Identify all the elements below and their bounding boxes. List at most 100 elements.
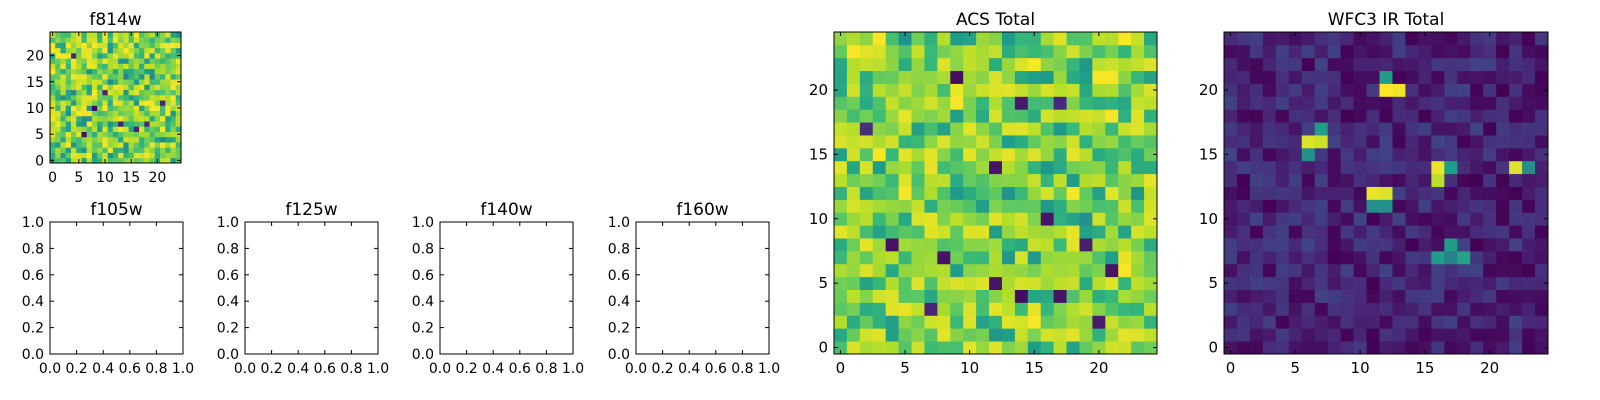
heatmap-cell	[65, 115, 72, 122]
heatmap-cell	[1535, 32, 1549, 46]
heatmap-cell	[885, 328, 899, 342]
heatmap-cell	[1327, 186, 1342, 200]
heatmap-cell	[1535, 160, 1549, 175]
heatmap-cell	[846, 276, 861, 290]
heatmap-cell	[859, 83, 874, 97]
heatmap-cell	[1522, 173, 1536, 187]
heatmap-cell	[76, 100, 82, 106]
heatmap-cell	[1431, 173, 1445, 187]
heatmap-cell	[170, 37, 177, 43]
heatmap-cell	[1027, 109, 1042, 123]
heatmap-cell	[1262, 122, 1277, 136]
heatmap-cell	[1236, 315, 1251, 329]
heatmap-cell	[1470, 70, 1484, 84]
heatmap-cell	[81, 58, 88, 64]
heatmap-cell	[859, 109, 874, 123]
heatmap-cell	[118, 63, 124, 70]
heatmap-cell	[1301, 57, 1316, 72]
heatmap-cell	[963, 199, 977, 213]
heatmap-cell	[1001, 328, 1016, 342]
heatmap-cell	[1470, 173, 1484, 187]
heatmap-cell	[1509, 147, 1523, 162]
heatmap-cell	[50, 37, 56, 43]
heatmap-cell	[70, 157, 77, 164]
axes-frame	[244, 221, 379, 355]
heatmap-cell	[1327, 315, 1342, 329]
heatmap-cell	[123, 58, 129, 64]
y-tick-label: 10	[1199, 210, 1218, 228]
heatmap-cell	[1105, 263, 1119, 278]
heatmap-cell	[859, 96, 874, 110]
heatmap-cell	[175, 110, 182, 117]
heatmap-cell	[1457, 212, 1471, 226]
heatmap-cell	[1340, 135, 1354, 149]
heatmap-cell	[107, 121, 114, 127]
heatmap-cell	[160, 89, 166, 96]
heatmap-cell	[149, 47, 156, 54]
heatmap-cell	[50, 94, 56, 101]
heatmap-cell	[1496, 32, 1510, 46]
heatmap-cell	[165, 84, 171, 91]
heatmap-cell	[1431, 212, 1445, 226]
heatmap-cell	[133, 94, 140, 101]
heatmap-cell	[846, 96, 861, 110]
heatmap-cell	[885, 173, 899, 187]
heatmap-cell	[123, 47, 129, 54]
heatmap-cell	[175, 94, 182, 101]
heatmap-cell	[160, 84, 166, 91]
heatmap-cell	[60, 157, 67, 164]
heatmap-cell	[1288, 70, 1303, 84]
heatmap-cell	[1092, 122, 1106, 136]
heatmap-cell	[1496, 315, 1510, 329]
heatmap-cell	[1314, 122, 1329, 136]
heatmap-cell	[1444, 57, 1458, 72]
heatmap-cell	[898, 57, 912, 72]
heatmap-cell	[937, 199, 951, 213]
y-tick-label: 0	[818, 339, 828, 357]
heatmap-cell	[55, 131, 61, 138]
heatmap-cell	[1509, 57, 1523, 72]
heatmap-cell	[76, 152, 82, 159]
heatmap-cell	[1079, 250, 1093, 265]
heatmap-cell	[1405, 263, 1419, 278]
heatmap-cell	[1444, 147, 1458, 162]
heatmap-cell	[1144, 238, 1158, 252]
heatmap-cell	[963, 160, 977, 175]
heatmap-cell	[86, 157, 93, 164]
heatmap-cell	[107, 84, 114, 91]
heatmap-cell	[1014, 122, 1029, 136]
heatmap-cell	[102, 37, 109, 43]
heatmap-cell	[859, 341, 874, 355]
heatmap-cell	[1535, 328, 1549, 342]
heatmap-cell	[834, 147, 848, 162]
heatmap-cell	[1262, 70, 1277, 84]
heatmap-cell	[1379, 289, 1393, 303]
heatmap-cell	[1535, 109, 1549, 123]
heatmap-cell	[1262, 315, 1277, 329]
heatmap-cell	[859, 57, 874, 72]
heatmap-cell	[898, 328, 912, 342]
heatmap-cell	[60, 47, 67, 54]
heatmap-cell	[1392, 109, 1406, 123]
heatmap-cell	[1014, 315, 1029, 329]
heatmap-cell	[1470, 276, 1484, 290]
heatmap-cell	[1366, 32, 1380, 46]
y-tick-label: 0.2	[22, 321, 44, 337]
heatmap-cell	[50, 121, 56, 127]
heatmap-cell	[1066, 173, 1080, 187]
heatmap-cell	[165, 32, 171, 38]
heatmap-cell	[937, 225, 951, 239]
heatmap-cell	[1496, 186, 1510, 200]
heatmap-cell	[154, 121, 161, 127]
heatmap-cell	[1496, 212, 1510, 226]
heatmap-cell	[1314, 238, 1329, 252]
heatmap-cell	[1392, 44, 1406, 59]
heatmap-cell	[86, 73, 93, 80]
heatmap-cell	[65, 52, 72, 59]
heatmap-cell	[81, 152, 88, 159]
heatmap-cell	[133, 115, 140, 122]
heatmap-cell	[1353, 186, 1367, 200]
heatmap-cell	[1496, 263, 1510, 278]
